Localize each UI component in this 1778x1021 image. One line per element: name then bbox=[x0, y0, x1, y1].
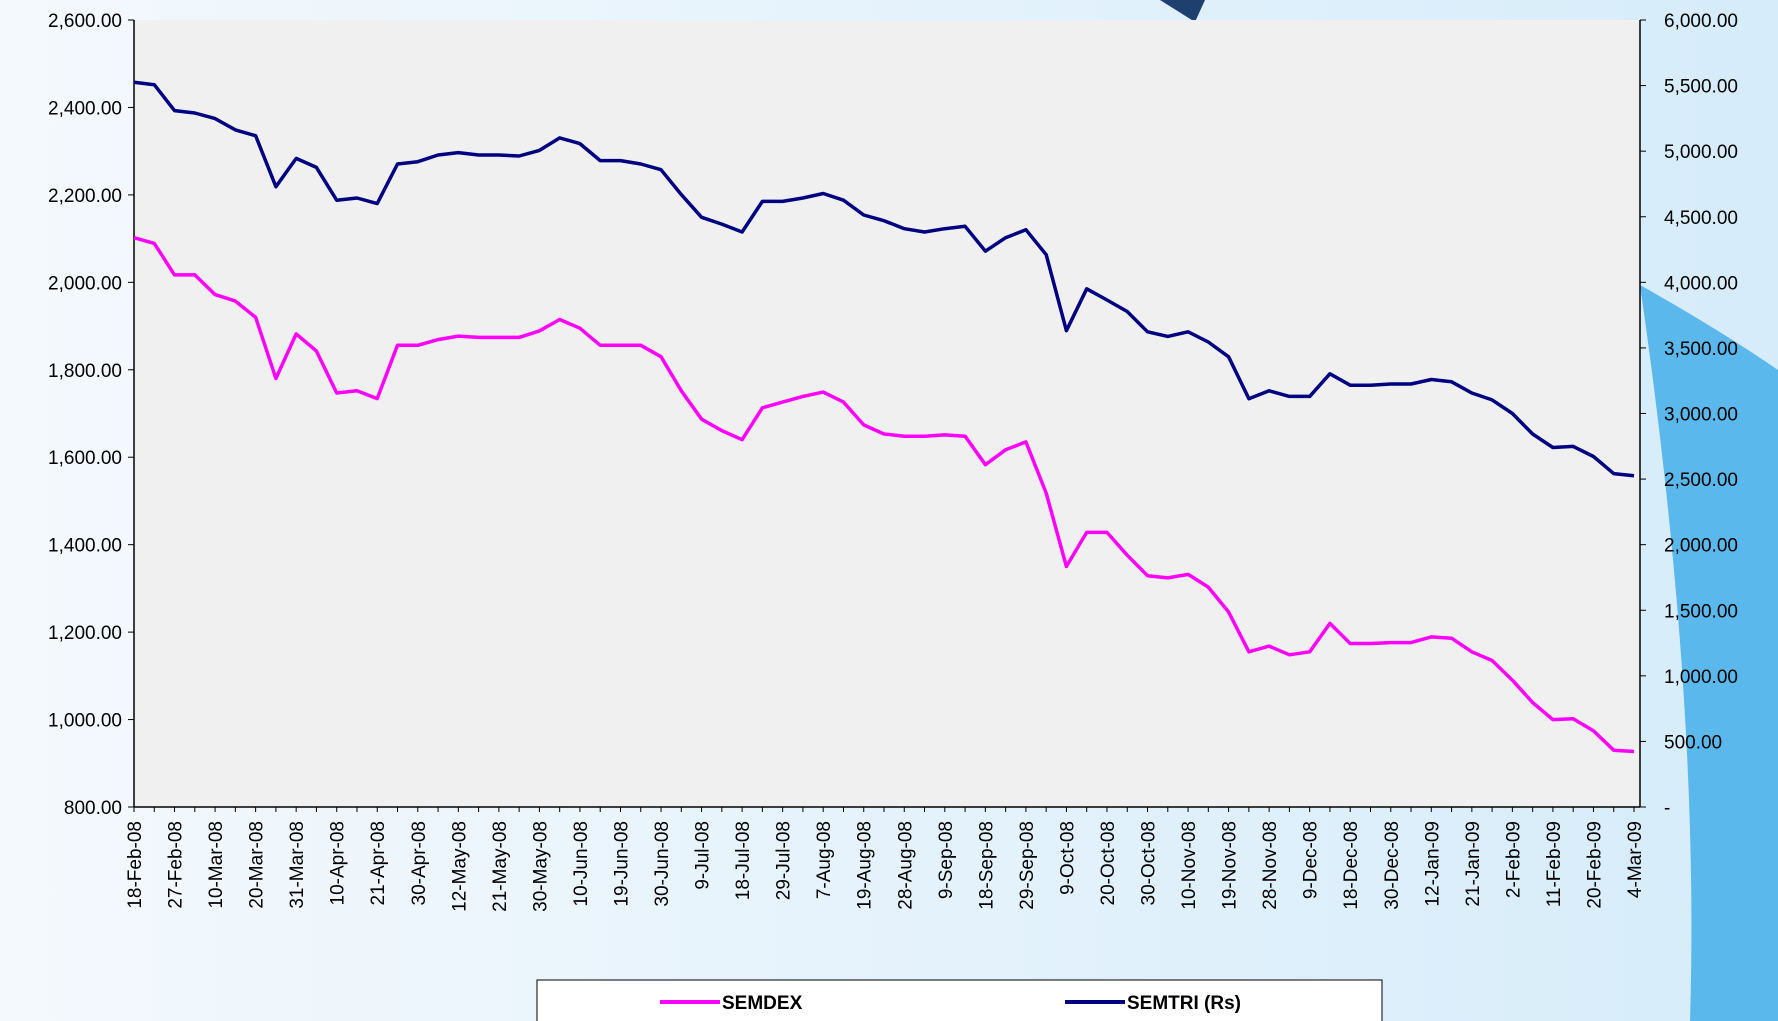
x-tick-label: 4-Mar-09 bbox=[1625, 821, 1646, 898]
x-tick-label: 11-Feb-09 bbox=[1544, 821, 1565, 907]
y2-tick-label: - bbox=[1664, 798, 1670, 819]
y-tick-label: 2,200.00 bbox=[48, 186, 122, 207]
x-tick-label: 29-Jul-08 bbox=[774, 821, 795, 900]
y2-tick-label: 4,500.00 bbox=[1664, 208, 1738, 229]
legend: SEMDEX SEMTRI (Rs) bbox=[537, 980, 1382, 1021]
y-tick-label: 1,800.00 bbox=[48, 361, 122, 382]
x-tick-label: 10-Jun-08 bbox=[571, 821, 592, 907]
y-tick-label: 800.00 bbox=[64, 798, 122, 819]
y2-tick-label: 3,500.00 bbox=[1664, 339, 1738, 360]
x-tick-label: 31-Mar-08 bbox=[287, 821, 308, 909]
y-tick-label: 1,200.00 bbox=[48, 623, 122, 644]
y2-tick-label: 5,000.00 bbox=[1664, 142, 1738, 163]
x-tick-label: 30-Jun-08 bbox=[652, 821, 673, 907]
x-tick-label: 29-Sep-08 bbox=[1017, 821, 1038, 910]
x-tick-label: 10-Mar-08 bbox=[206, 821, 227, 909]
x-tick-label: 9-Oct-08 bbox=[1057, 821, 1078, 895]
x-tick-label: 18-Jul-08 bbox=[733, 821, 754, 900]
x-tick-label: 27-Feb-08 bbox=[166, 821, 187, 909]
y2-tick-label: 2,500.00 bbox=[1664, 470, 1738, 491]
x-tick-label: 7-Aug-08 bbox=[814, 821, 835, 899]
x-tick-label: 9-Dec-08 bbox=[1301, 821, 1322, 899]
y2-tick-label: 6,000.00 bbox=[1664, 11, 1738, 32]
x-tick-label: 18-Dec-08 bbox=[1341, 821, 1362, 910]
y-tick-label: 2,000.00 bbox=[48, 273, 122, 294]
x-tick-label: 12-Jan-09 bbox=[1422, 821, 1443, 907]
x-tick-label: 9-Sep-08 bbox=[936, 821, 957, 899]
y-tick-label: 1,400.00 bbox=[48, 536, 122, 557]
x-tick-label: 12-May-08 bbox=[449, 821, 470, 912]
y2-tick-label: 1,000.00 bbox=[1664, 667, 1738, 688]
legend-label: SEMTRI (Rs) bbox=[1127, 993, 1241, 1014]
x-tick-label: 18-Feb-08 bbox=[125, 821, 146, 909]
x-tick-label: 30-Oct-08 bbox=[1139, 821, 1160, 905]
y2-tick-label: 3,000.00 bbox=[1664, 405, 1738, 426]
x-tick-label: 9-Jul-08 bbox=[693, 821, 714, 890]
x-tick-label: 10-Apr-08 bbox=[328, 821, 349, 906]
x-tick-label: 20-Mar-08 bbox=[247, 821, 268, 909]
plot-area bbox=[134, 20, 1640, 807]
x-tick-label: 30-May-08 bbox=[530, 821, 551, 912]
x-tick-label: 20-Feb-09 bbox=[1584, 821, 1605, 909]
x-tick-label: 30-Apr-08 bbox=[409, 821, 430, 906]
x-tick-label: 10-Nov-08 bbox=[1179, 821, 1200, 910]
x-tick-label: 30-Dec-08 bbox=[1382, 821, 1403, 910]
x-tick-label: 21-Jan-09 bbox=[1463, 821, 1484, 907]
chart: SEMDEX SEMTRI (Rs) 800.00 1,000.00 1,200.00… bbox=[0, 0, 1778, 1021]
y2-tick-label: 4,000.00 bbox=[1664, 273, 1738, 294]
x-tick-label: 20-Oct-08 bbox=[1098, 821, 1119, 905]
y2-tick-label: 5,500.00 bbox=[1664, 77, 1738, 98]
legend-label: SEMDEX bbox=[722, 993, 803, 1014]
y2-tick-label: 500.00 bbox=[1664, 732, 1722, 753]
y-tick-label: 2,400.00 bbox=[48, 98, 122, 119]
y-tick-label: 2,600.00 bbox=[48, 11, 122, 32]
x-tick-label: 19-Nov-08 bbox=[1220, 821, 1241, 910]
x-tick-label: 2-Feb-09 bbox=[1503, 821, 1524, 898]
x-tick-label: 21-Apr-08 bbox=[368, 821, 389, 906]
x-tick-label: 19-Jun-08 bbox=[611, 821, 632, 907]
x-tick-label: 19-Aug-08 bbox=[855, 821, 876, 910]
x-tick-label: 28-Aug-08 bbox=[895, 821, 916, 910]
page: {"chart_data": {"type": "line", "categor… bbox=[0, 0, 1778, 1021]
x-tick-label: 21-May-08 bbox=[490, 821, 511, 912]
x-tick-label: 28-Nov-08 bbox=[1260, 821, 1281, 910]
y-tick-label: 1,600.00 bbox=[48, 448, 122, 469]
y2-tick-label: 1,500.00 bbox=[1664, 601, 1738, 622]
x-tick-label: 18-Sep-08 bbox=[976, 821, 997, 910]
y2-tick-label: 2,000.00 bbox=[1664, 536, 1738, 557]
y-tick-label: 1,000.00 bbox=[48, 711, 122, 732]
